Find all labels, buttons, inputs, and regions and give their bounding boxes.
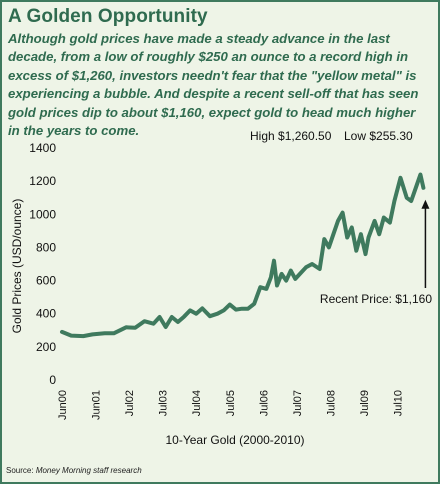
x-axis-label: 10-Year Gold (2000-2010) bbox=[166, 433, 305, 447]
y-tick-label: 1000 bbox=[29, 207, 56, 221]
price-line bbox=[60, 172, 426, 339]
x-tick-label: Jul09 bbox=[359, 390, 371, 416]
low-annotation: Low $255.30 bbox=[344, 129, 413, 143]
x-tick-label: Jun01 bbox=[91, 390, 103, 420]
arrow-head-icon bbox=[421, 199, 430, 209]
x-tick-label: Jul10 bbox=[393, 390, 405, 416]
series-group bbox=[60, 172, 426, 339]
source-note: Source: Money Morning staff research bbox=[6, 466, 142, 475]
x-tick-label: Jul04 bbox=[191, 390, 203, 416]
x-tick-label: Jul03 bbox=[158, 390, 170, 416]
y-axis: 0 200 400 600 800 1000 1200 1400 Gold Prices (US… bbox=[10, 141, 56, 387]
chart-title: A Golden Opportunity bbox=[8, 6, 208, 27]
x-tick-label: Jul02 bbox=[124, 390, 136, 416]
x-tick-label: Jul07 bbox=[292, 390, 304, 416]
x-tick-label: Jul05 bbox=[225, 390, 237, 416]
y-tick-label: 0 bbox=[49, 373, 56, 387]
y-tick-label: 600 bbox=[36, 274, 56, 288]
y-tick-label: 200 bbox=[36, 340, 56, 354]
chart-description: Although gold prices have made a steady … bbox=[8, 31, 419, 139]
x-axis: Jun00 Jun01 Jul02 Jul03 Jul04 Jul05 Jul06 Jul07… bbox=[57, 390, 405, 447]
y-axis-label: Gold Prices (USD/ounce) bbox=[10, 199, 24, 334]
source-publisher: Money Morning staff research bbox=[35, 466, 142, 475]
recent-price-annotation: Recent Price: $1,160 bbox=[320, 292, 432, 306]
y-tick-label: 1200 bbox=[29, 174, 56, 188]
x-tick-label: Jun00 bbox=[57, 390, 69, 420]
y-tick-label: 1400 bbox=[29, 141, 56, 155]
y-tick-label: 800 bbox=[36, 240, 56, 254]
x-tick-label: Jul08 bbox=[325, 390, 337, 416]
x-tick-label: Jul06 bbox=[258, 390, 270, 416]
source-label: Source: bbox=[6, 466, 34, 475]
annotations: High $1,260.50 Low $255.30 Recent Price: $… bbox=[250, 129, 432, 306]
y-tick-label: 400 bbox=[36, 307, 56, 321]
high-annotation: High $1,260.50 bbox=[250, 129, 332, 143]
